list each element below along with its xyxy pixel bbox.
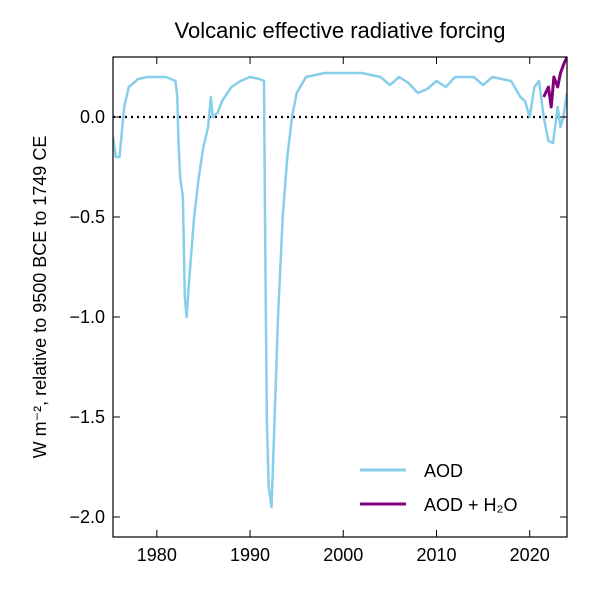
legend-label: AOD [424, 461, 463, 481]
y-axis-label: W m⁻², relative to 9500 BCE to 1749 CE [30, 136, 50, 459]
y-tick-label: −1.5 [69, 407, 105, 427]
legend-label: AOD + H₂O [424, 495, 518, 515]
y-tick-label: 0.0 [80, 107, 105, 127]
y-tick-label: −0.5 [69, 207, 105, 227]
y-tick-label: −2.0 [69, 507, 105, 527]
plot-area [113, 57, 567, 509]
x-tick-label: 2000 [323, 545, 363, 565]
chart-title: Volcanic effective radiative forcing [175, 18, 506, 43]
x-tick-label: 1990 [230, 545, 270, 565]
plot-frame [112, 56, 568, 538]
x-tick-label: 2020 [510, 545, 550, 565]
y-tick-label: −1.0 [69, 307, 105, 327]
x-tick-label: 1980 [137, 545, 177, 565]
data-line [542, 57, 567, 109]
data-line [113, 71, 567, 509]
x-tick-label: 2010 [416, 545, 456, 565]
